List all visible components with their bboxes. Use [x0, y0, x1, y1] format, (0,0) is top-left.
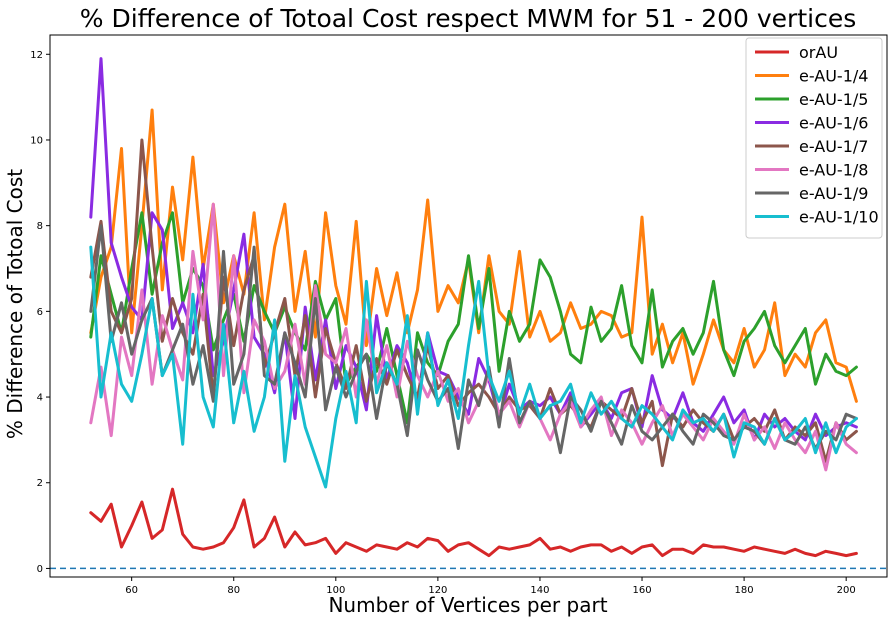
series-line-0: [89, 487, 858, 558]
legend-label-6: e-AU-1/9: [799, 184, 868, 203]
y-tick-label: 6: [37, 307, 43, 318]
y-tick-label: 8: [37, 221, 43, 232]
x-axis-label: Number of Vertices per part: [328, 593, 607, 617]
x-tick-label: 60: [125, 585, 138, 596]
y-tick-label: 0: [37, 564, 43, 575]
legend-label-1: e-AU-1/4: [799, 67, 868, 86]
legend-box: [745, 37, 883, 239]
x-tick-label: 120: [428, 585, 447, 596]
series-line-7: [89, 245, 858, 489]
x-tick-label: 200: [837, 585, 856, 596]
plot-frame: [49, 34, 888, 578]
x-tick-label: 140: [530, 585, 549, 596]
y-tick-label: 4: [37, 393, 43, 404]
legend-label-4: e-AU-1/7: [799, 137, 868, 156]
series-layer: [89, 57, 858, 558]
x-tick-label: 100: [326, 585, 345, 596]
legend-label-7: e-AU-1/10: [799, 208, 879, 227]
legend-label-3: e-AU-1/6: [799, 114, 868, 133]
y-axis-label: % Difference of Totoal Cost: [3, 169, 27, 439]
x-tick-label: 180: [735, 585, 754, 596]
legend-label-2: e-AU-1/5: [799, 90, 868, 109]
axes-layer: 60 80 100 120 140 160 180 200 0 2 4 6 8 10 12: [30, 34, 888, 596]
legend: orAU e-AU-1/4 e-AU-1/5 e-AU-1/6 e-AU-1/7 e-AU…: [745, 37, 883, 239]
x-tick-label: 160: [632, 585, 651, 596]
y-tick-label: 2: [37, 478, 43, 489]
x-tick-label: 80: [227, 585, 240, 596]
y-tick-label: 10: [30, 135, 43, 146]
y-tick-label: 12: [30, 50, 43, 61]
legend-label-0: orAU: [799, 43, 838, 62]
chart-title: % Difference of Totoal Cost respect MWM …: [80, 4, 856, 33]
series-line-3: [89, 57, 858, 442]
legend-label-5: e-AU-1/8: [799, 161, 868, 180]
